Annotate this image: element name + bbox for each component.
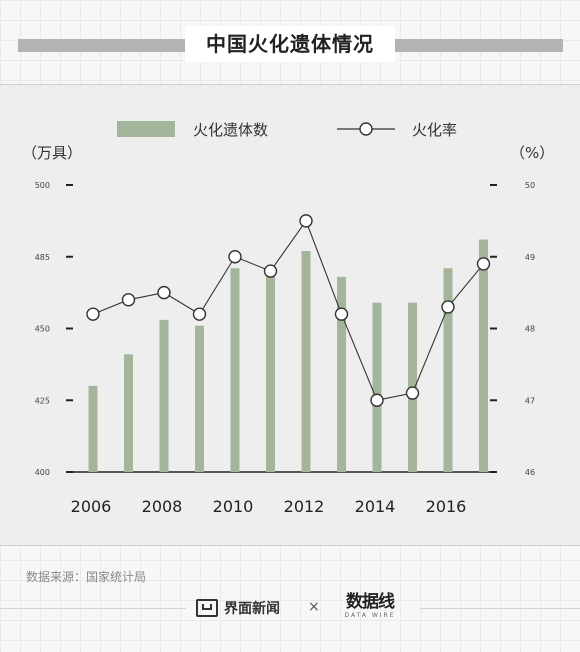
bar — [124, 354, 133, 472]
left-axis-tick-label: 425 — [35, 396, 50, 405]
rate-point — [192, 307, 207, 321]
right-axis-tick-label: 48 — [525, 325, 535, 334]
left-axis-tick-label: 500 — [35, 181, 50, 190]
bar — [372, 302, 382, 472]
bar — [337, 276, 346, 472]
legend-bar-swatch — [117, 121, 175, 137]
x-axis-tick-label: 2014 — [355, 497, 396, 516]
rate-point — [121, 293, 136, 307]
title-box: 中国火化遗体情况 — [185, 26, 395, 62]
left-axis-unit: （万具） — [22, 144, 82, 162]
rate-point — [405, 386, 420, 400]
bar — [266, 271, 275, 472]
x-axis-tick-label: 2016 — [426, 497, 467, 516]
footer: 界面新闻 × 数据线 DATA WIRE — [0, 590, 580, 626]
media-brand: 界面新闻 — [196, 596, 280, 620]
bar — [443, 268, 453, 472]
right-axis-tick-label: 46 — [525, 468, 535, 477]
right-axis-tick-label: 50 — [525, 181, 535, 190]
x-axis-tick-label: 2006 — [71, 497, 112, 516]
footer-divider-left — [0, 608, 186, 609]
right-axis-unit: （%） — [510, 144, 554, 162]
right-axis-tick-label: 49 — [525, 253, 535, 262]
data-brand-name: 数据线 — [346, 592, 395, 612]
bar — [301, 251, 311, 472]
left-axis-tick-label: 450 — [35, 325, 50, 334]
rate-point — [86, 307, 100, 321]
x-axis-tick-label: 2008 — [142, 497, 183, 516]
x-axis-tick-label: 2012 — [284, 497, 325, 516]
legend-line-marker — [359, 122, 373, 136]
rate-point — [334, 307, 349, 321]
source-note: 数据来源：国家统计局 — [26, 570, 147, 584]
data-brand-sub: DATA WIRE — [344, 612, 396, 619]
bar — [195, 325, 204, 472]
bar — [88, 385, 98, 472]
chart-title: 中国火化遗体情况 — [206, 32, 374, 56]
legend-bar-label: 火化遗体数 — [193, 121, 268, 139]
rate-point — [228, 250, 242, 264]
bar — [159, 319, 169, 472]
rate-point — [299, 214, 313, 228]
left-axis-tick-label: 485 — [35, 253, 50, 262]
rate-point — [157, 285, 171, 300]
data-brand-logo: 数据线 DATA WIRE — [330, 592, 410, 624]
bar — [230, 268, 240, 472]
x-axis-tick-label: 2010 — [213, 497, 254, 516]
footer-divider-right — [420, 608, 580, 609]
rate-point — [370, 393, 384, 407]
media-logo-icon — [196, 599, 218, 617]
right-axis-tick-label: 47 — [525, 396, 535, 405]
bar — [479, 239, 488, 472]
rate-point — [441, 300, 455, 314]
rate-point — [476, 257, 491, 271]
legend-line-label: 火化率 — [412, 121, 457, 139]
brand-separator: × — [308, 599, 320, 615]
media-brand-name: 界面新闻 — [224, 601, 280, 617]
rate-point — [263, 264, 278, 278]
left-axis-tick-label: 400 — [35, 468, 50, 477]
rate-line — [92, 219, 484, 401]
